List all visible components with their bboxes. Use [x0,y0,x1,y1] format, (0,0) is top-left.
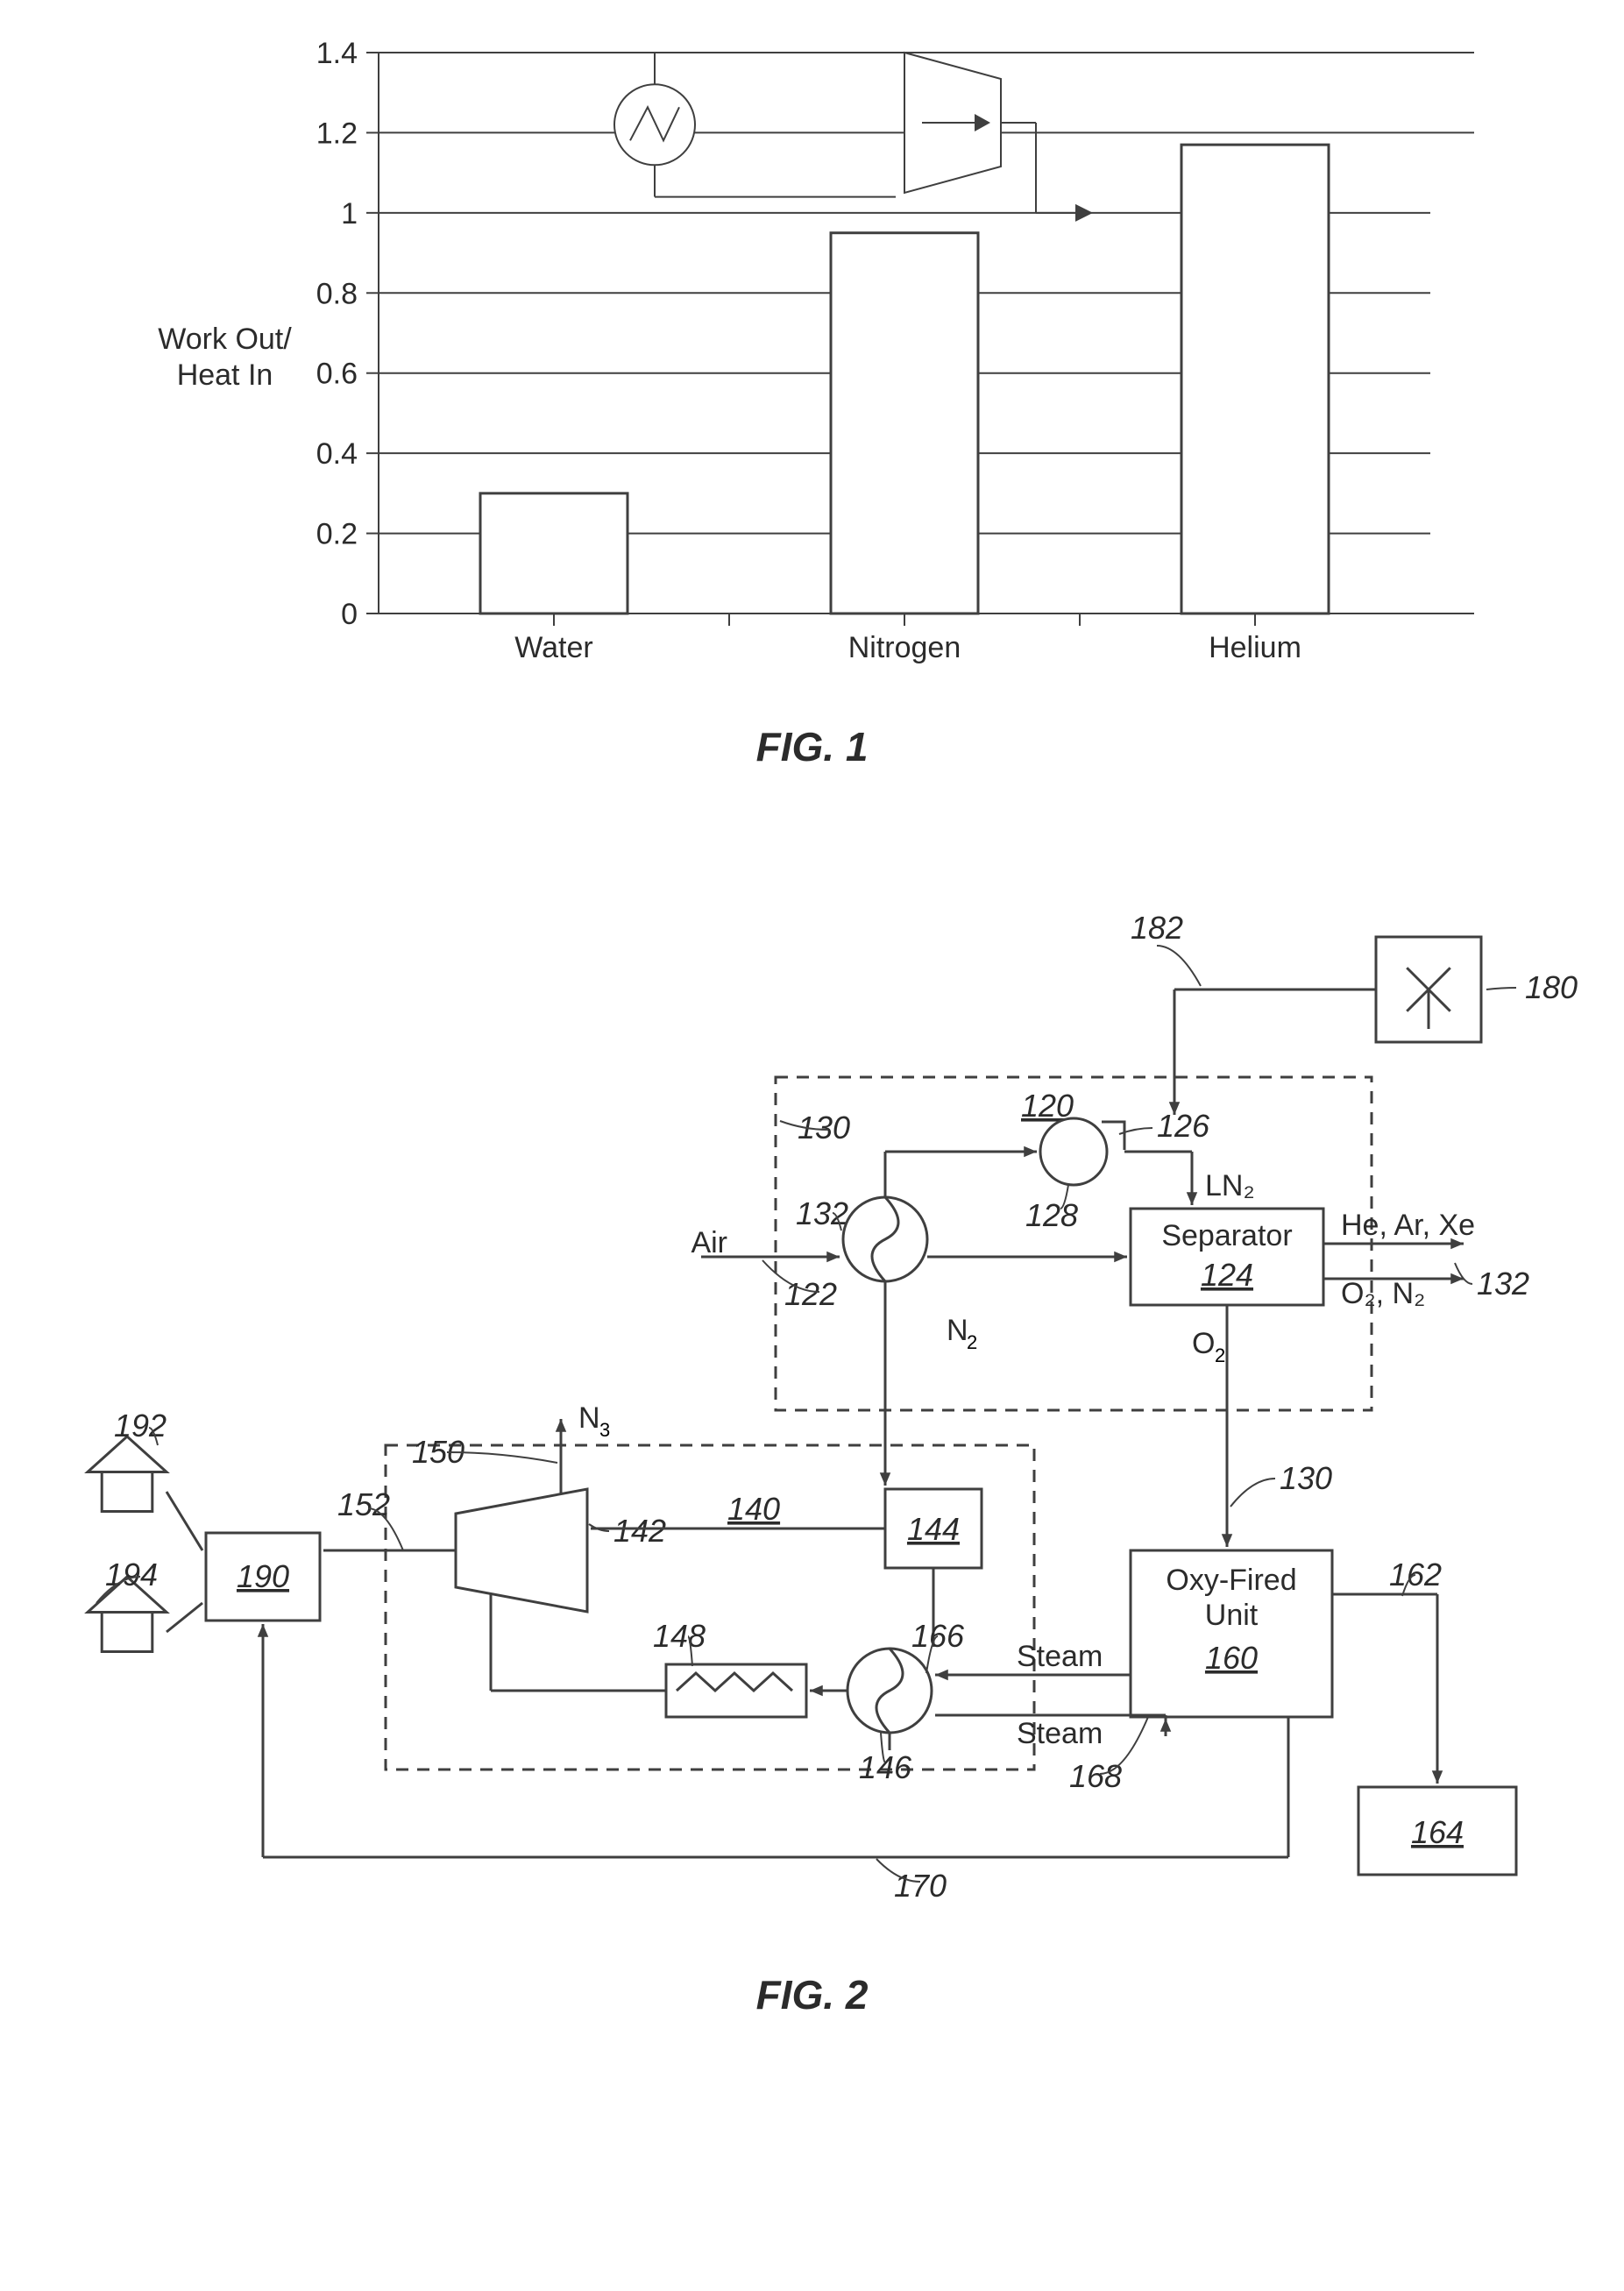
svg-text:N: N [947,1314,968,1347]
svg-text:0: 0 [341,598,358,631]
svg-text:122: 122 [784,1276,837,1312]
svg-text:Air: Air [691,1226,727,1259]
svg-text:182: 182 [1131,910,1183,946]
svg-text:O₂, N₂: O₂, N₂ [1341,1277,1425,1310]
svg-text:0.2: 0.2 [316,518,357,551]
svg-text:Water: Water [514,631,592,664]
fig2-svg: 180182120130132126128Separator124Air122L… [35,876,1589,1927]
fig1-y-axis-title: Work Out/ Heat In [151,322,300,394]
svg-text:190: 190 [237,1558,289,1594]
svg-text:Nitrogen: Nitrogen [847,631,961,664]
svg-text:3: 3 [599,1419,610,1441]
svg-text:2: 2 [1215,1344,1225,1366]
svg-text:LN₂: LN₂ [1205,1169,1255,1202]
svg-text:0.6: 0.6 [316,358,357,391]
svg-text:2: 2 [967,1331,977,1353]
svg-text:Unit: Unit [1205,1599,1259,1632]
svg-text:O: O [1192,1327,1215,1360]
svg-text:Helium: Helium [1209,631,1301,664]
svg-text:132: 132 [1477,1266,1529,1302]
svg-text:152: 152 [337,1486,390,1522]
svg-text:192: 192 [114,1408,167,1443]
svg-text:170: 170 [894,1868,947,1904]
svg-text:N: N [578,1401,600,1435]
svg-text:0.4: 0.4 [316,437,357,471]
svg-text:1: 1 [341,197,358,231]
svg-text:144: 144 [907,1511,960,1547]
svg-text:1.4: 1.4 [316,37,357,70]
fig2-caption: FIG. 2 [35,1971,1589,2018]
svg-text:130: 130 [1280,1460,1332,1496]
fig1-caption: FIG. 1 [35,723,1589,770]
svg-text:168: 168 [1069,1758,1122,1794]
svg-text:162: 162 [1389,1557,1442,1592]
figure-1: Work Out/ Heat In 0 0.2 0.4 0.6 0.8 1 1.2 1.4 Wa… [35,35,1589,770]
svg-text:He, Ar, Xe: He, Ar, Xe [1341,1209,1475,1242]
fig1-chart: Work Out/ Heat In 0 0.2 0.4 0.6 0.8 1 1.2 1.4 Wa… [35,35,1589,679]
svg-text:160: 160 [1205,1640,1258,1676]
svg-text:Separator: Separator [1161,1219,1292,1252]
svg-text:Steam: Steam [1017,1717,1103,1750]
svg-text:Oxy-Fired: Oxy-Fired [1166,1564,1296,1597]
svg-text:128: 128 [1025,1197,1078,1233]
svg-text:Steam: Steam [1017,1640,1103,1673]
svg-text:1.2: 1.2 [316,117,357,150]
svg-text:126: 126 [1157,1108,1210,1144]
svg-text:148: 148 [653,1618,706,1654]
svg-text:0.8: 0.8 [316,277,357,310]
svg-text:164: 164 [1411,1814,1464,1850]
svg-text:140: 140 [727,1491,780,1527]
svg-text:146: 146 [859,1749,912,1785]
figure-2: 180182120130132126128Separator124Air122L… [35,876,1589,2018]
fig1-svg: 0 0.2 0.4 0.6 0.8 1 1.2 1.4 Water Nitrogen Helium [308,35,1474,675]
svg-text:142: 142 [613,1513,666,1549]
fig2-diagram: 180182120130132126128Separator124Air122L… [35,876,1589,1927]
svg-text:166: 166 [911,1618,965,1654]
svg-text:124: 124 [1201,1257,1253,1293]
svg-text:180: 180 [1525,969,1578,1005]
